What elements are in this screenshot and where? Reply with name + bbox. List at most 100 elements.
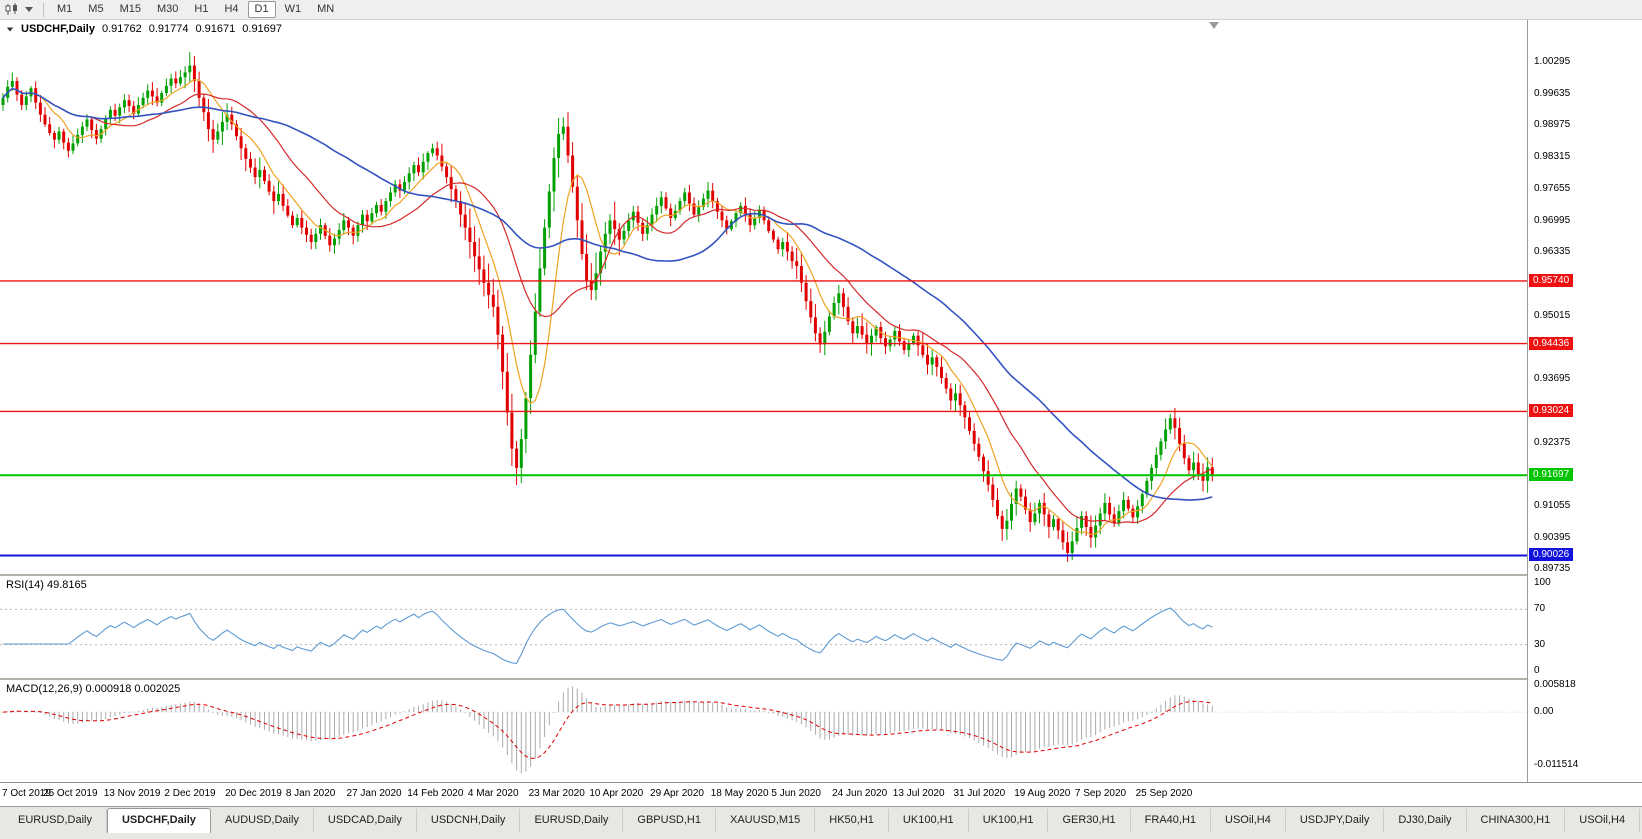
chart-tab-usdchf-daily[interactable]: USDCHF,Daily [106,808,211,833]
rsi-axis-label: 70 [1534,603,1546,615]
timeframe-button-d1[interactable]: D1 [247,1,276,18]
macd-label: MACD(12,26,9) 0.000918 0.002025 [6,683,181,695]
date-axis-label: 25 Oct 2019 [43,788,98,799]
macd-axis-label: 0.005818 [1534,679,1576,691]
chart-type-dropdown-icon[interactable] [25,7,33,12]
timeframe-button-m15[interactable]: M15 [119,3,141,15]
price-level-badge: 0.94436 [1529,336,1574,350]
ohlc-high: 0.91774 [148,23,189,35]
date-axis-label: 27 Jan 2020 [346,788,402,799]
toolbar-separator [43,2,44,17]
timeframe-button-h1[interactable]: H1 [194,3,209,15]
chart-tab-usdcnh-daily[interactable]: USDCNH,Daily [417,809,521,832]
sma-fast-line [2,78,1213,536]
chart-ohlc-header: USDCHF,Daily 0.91762 0.91774 0.91671 0.9… [6,23,282,35]
macd-pane[interactable]: MACD(12,26,9) 0.000918 0.002025 [0,680,1527,782]
date-axis-label: 7 Sep 2020 [1074,788,1127,799]
chart-tab-eurusd-daily[interactable]: EURUSD,Daily [520,809,624,832]
price-level-badge: 0.95740 [1529,273,1574,287]
date-axis-label: 13 Nov 2019 [103,788,161,799]
pane-splitter[interactable] [0,574,1642,576]
chart-tab-fra40-h1[interactable]: FRA40,H1 [1131,809,1212,832]
pane-splitter[interactable] [0,678,1642,680]
timeframe-button-m1[interactable]: M1 [57,3,73,15]
rsi-axis-label: 0 [1534,665,1540,676]
price-tick-label: 0.96335 [1534,246,1571,258]
date-axis-label: 5 Jun 2020 [771,788,821,799]
price-tick-label: 0.90395 [1534,531,1571,543]
rsi-pane[interactable]: RSI(14) 49.8165 [0,576,1527,678]
date-axis-label: 23 Mar 2020 [528,788,585,799]
chart-tab-bar: EURUSD,Daily USDCHF,Daily AUDUSD,Daily USDC… [0,806,1642,839]
chart-window: USDCHF,Daily 0.91762 0.91774 0.91671 0.9… [0,20,1642,806]
date-axis-label: 4 Mar 2020 [467,788,519,799]
price-axis-column: 1.00295 0.99635 0.98975 0.98315 0.97655 0.969… [1527,20,1642,806]
chart-tab-usoil-h4[interactable]: USOil,H4 [1565,809,1641,832]
chart-tab-xauusd-m15[interactable]: XAUUSD,M15 [716,809,816,832]
chart-tab-ger30-h1[interactable]: GER30,H1 [1048,809,1131,832]
macd-histogram [2,686,1213,774]
chart-tab-china300-h1[interactable]: CHINA300,H1 [1467,809,1566,832]
chart-tab-usoil-h4[interactable]: USOil,H4 [1211,809,1286,832]
candlestick-chart-type-icon[interactable] [5,3,19,16]
price-chart-canvas[interactable] [0,20,1527,574]
price-tick-label: 0.91055 [1534,500,1571,511]
chart-tab-uk100-h1[interactable]: UK100,H1 [969,809,1049,832]
date-axis-label: 10 Apr 2020 [589,788,644,799]
timeframe-button-m5[interactable]: M5 [88,3,104,15]
date-axis: 7 Oct 2019 25 Oct 2019 13 Nov 2019 2 Dec 20… [0,782,1642,806]
price-tick-label: 0.96995 [1534,214,1571,226]
chart-tab-audusd-daily[interactable]: AUDUSD,Daily [211,809,314,832]
support-resistance-lines[interactable] [0,280,1527,557]
timeframe-button-w1[interactable]: W1 [284,3,302,15]
price-tick-label: 0.98975 [1534,119,1571,131]
rsi-line [3,607,1213,664]
date-axis-label: 7 Oct 2019 [2,788,51,799]
candlesticks[interactable] [1,52,1214,562]
date-axis-label: 20 Dec 2019 [225,788,282,799]
chart-tab-usdcad-daily[interactable]: USDCAD,Daily [314,809,417,832]
macd-axis-label: 0.00 [1534,706,1554,718]
rsi-axis-label: 30 [1534,638,1546,650]
macd-signal-line [2,700,1213,759]
price-tick-label: 1.00295 [1534,56,1571,68]
rsi-label: RSI(14) 49.8165 [6,579,87,591]
price-pane[interactable]: USDCHF,Daily 0.91762 0.91774 0.91671 0.9… [0,20,1527,574]
macd-axis-label: -0.011514 [1534,758,1579,770]
chart-tab-uk100-h1[interactable]: UK100,H1 [889,809,969,832]
chart-tab-gbpusd-h1[interactable]: GBPUSD,H1 [623,809,716,832]
date-axis-label: 29 Apr 2020 [650,788,704,799]
price-tick-label: 0.89735 [1534,563,1571,575]
chart-tab-hk50-h1[interactable]: HK50,H1 [815,809,889,832]
moving-averages [2,78,1213,536]
price-level-badge: 0.91697 [1529,468,1574,482]
price-tick-label: 0.92375 [1534,436,1571,448]
sma-mid-line [2,87,1213,524]
price-level-badge: 0.90026 [1529,548,1574,562]
chart-tab-dj30-daily[interactable]: DJ30,Daily [1384,809,1467,832]
timeframe-buttons: M1 M5 M15 M30 H1 H4 D1 W1 MN [50,1,341,18]
symbol-label: USDCHF,Daily [21,23,95,35]
sma-slow-line [2,87,1213,501]
timeframe-toolbar: M1 M5 M15 M30 H1 H4 D1 W1 MN [0,0,1642,20]
chart-tab-usdjpy-daily[interactable]: USDJPY,Daily [1286,809,1385,832]
date-axis-label: 13 Jul 2020 [892,788,945,799]
timeframe-button-mn[interactable]: MN [317,3,335,15]
date-axis-label: 2 Dec 2019 [164,788,216,799]
price-tick-label: 0.97655 [1534,182,1571,194]
rsi-chart-canvas [0,607,1527,664]
timeframe-button-m30[interactable]: M30 [156,3,179,15]
date-axis-label: 19 Aug 2020 [1014,788,1071,799]
symbol-dropdown-icon[interactable] [6,27,14,31]
date-axis-label: 8 Jan 2020 [285,788,336,799]
chart-shift-marker[interactable] [1209,22,1219,29]
date-axis-label: 14 Feb 2020 [407,788,464,799]
price-tick-label: 0.99635 [1534,87,1571,99]
timeframe-button-h4[interactable]: H4 [224,3,239,15]
date-axis-label: 25 Sep 2020 [1135,788,1193,799]
ohlc-close: 0.91697 [242,23,283,35]
chart-tab-eurusd-daily[interactable]: EURUSD,Daily [4,809,107,832]
macd-chart-canvas [0,686,1527,774]
price-tick-label: 0.95015 [1534,309,1571,321]
